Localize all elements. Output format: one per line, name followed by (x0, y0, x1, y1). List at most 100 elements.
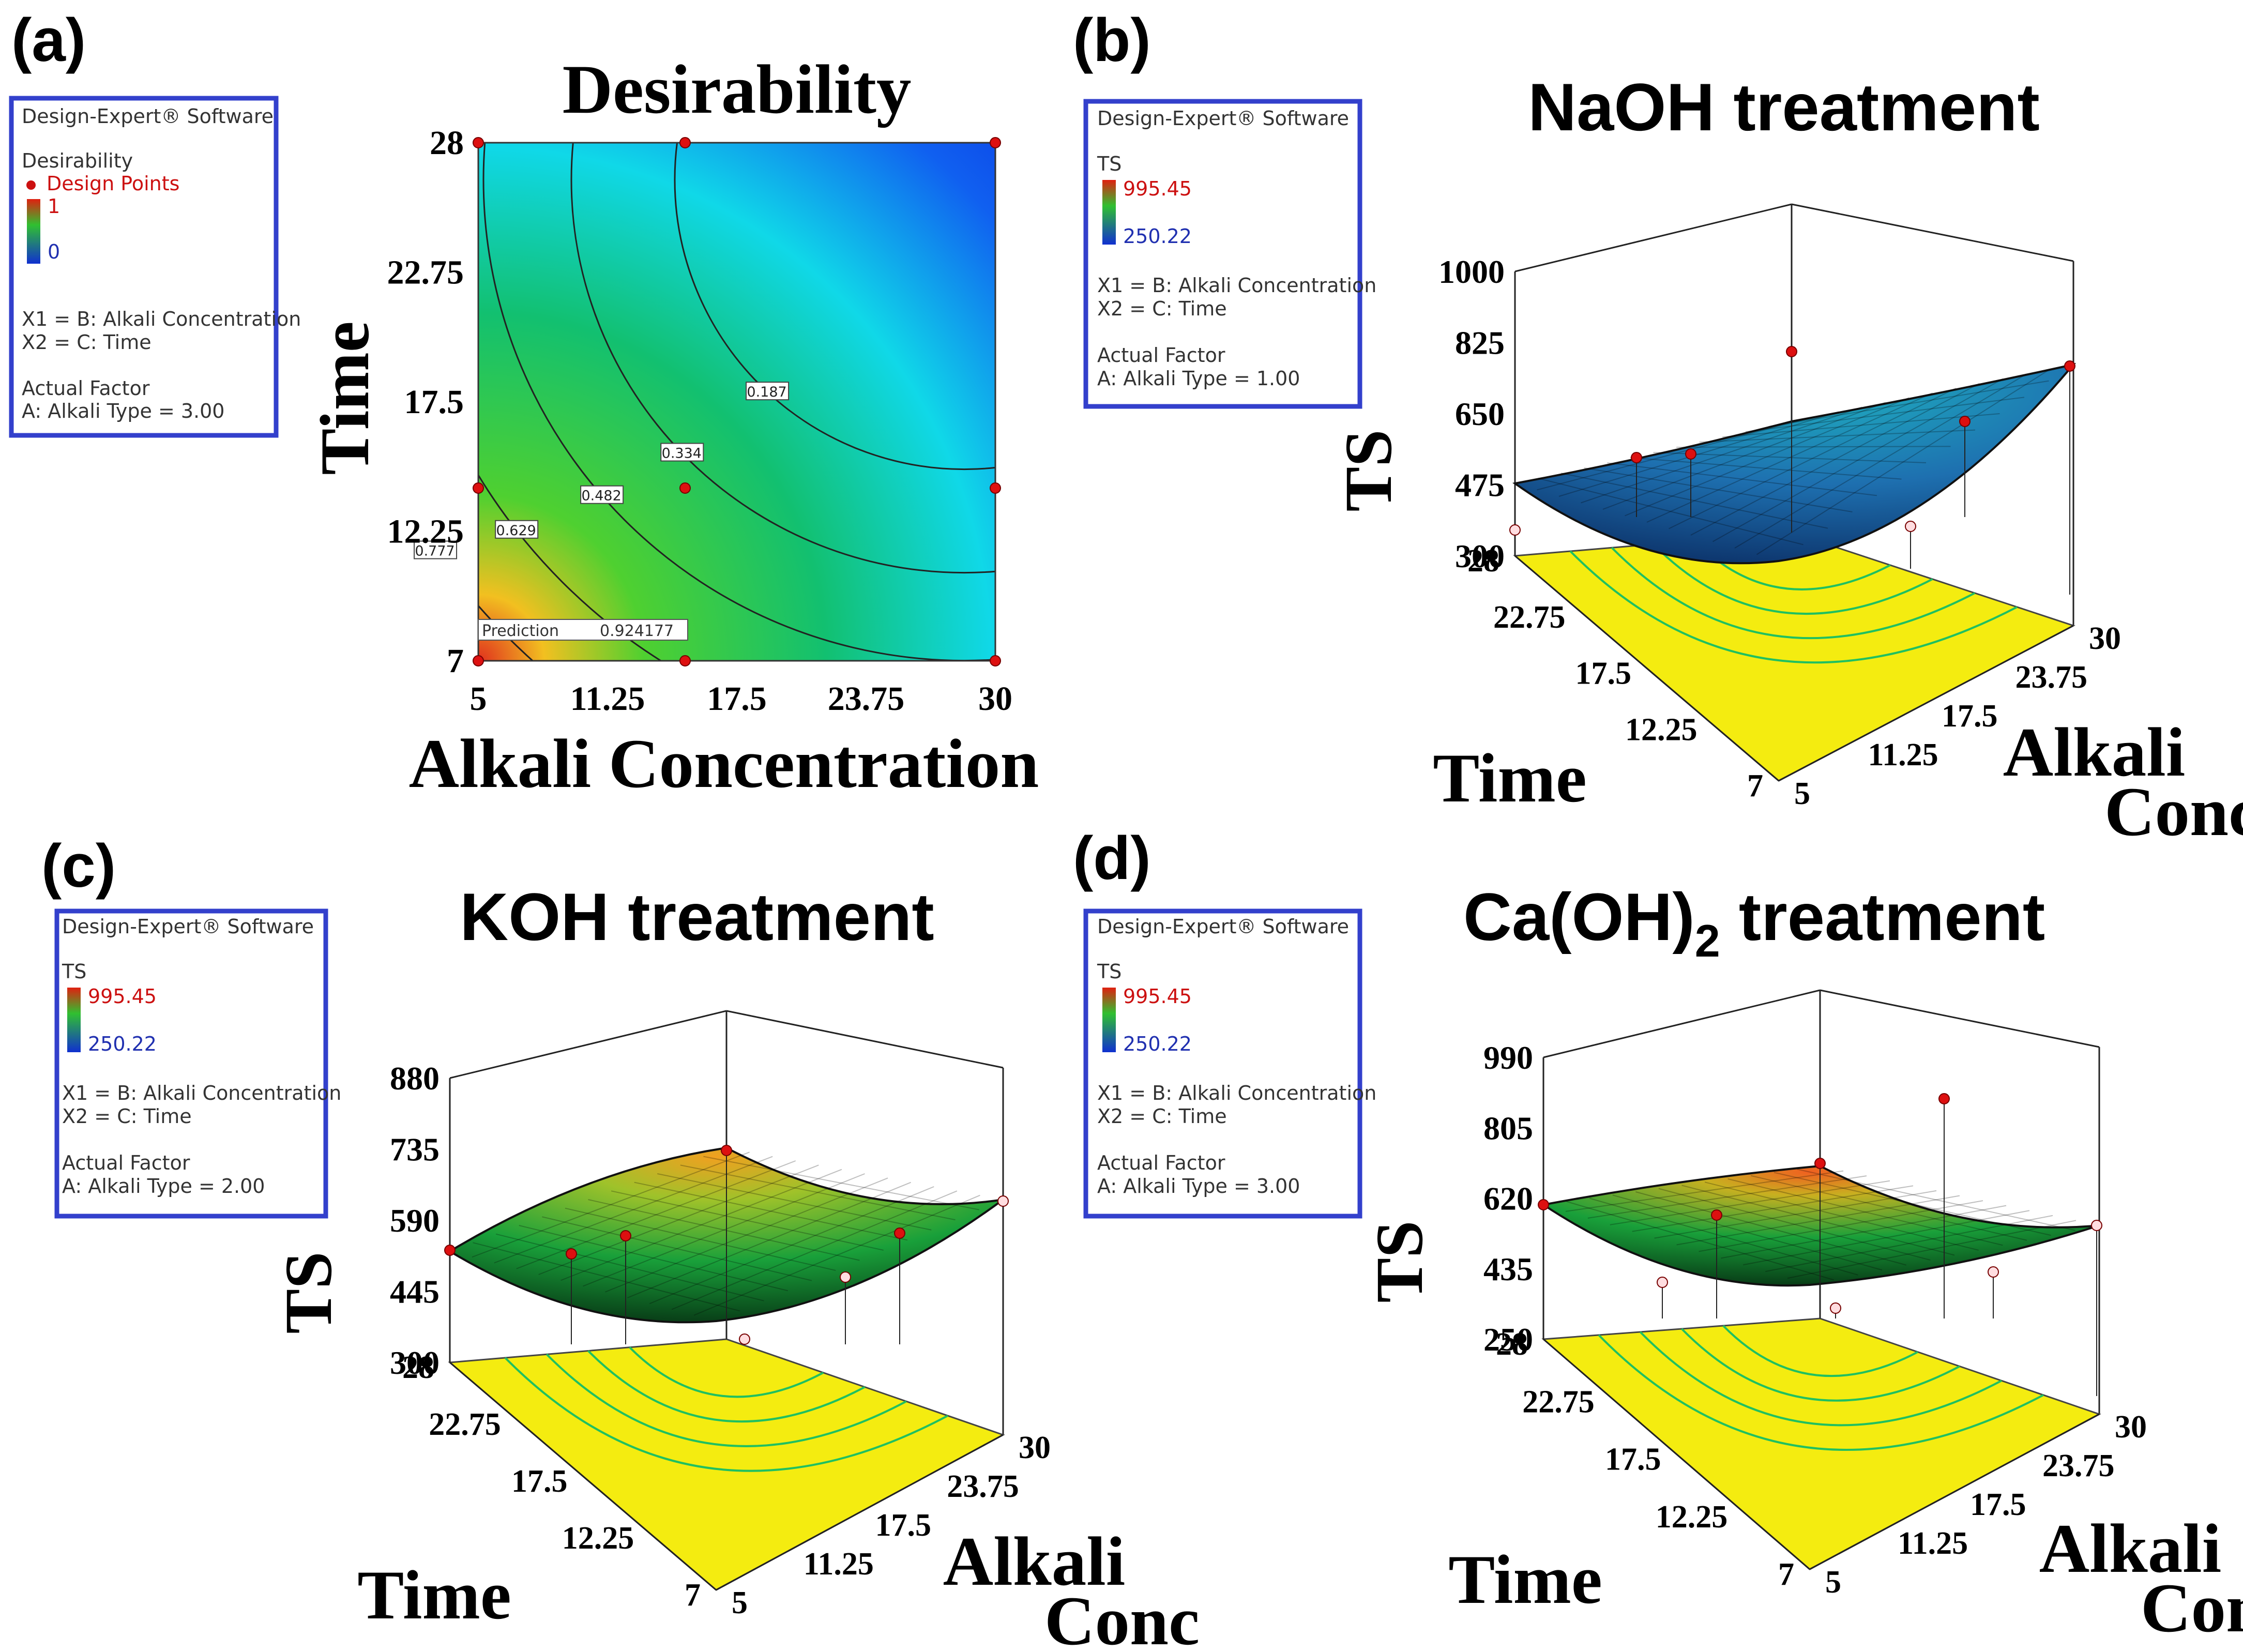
design-point (739, 1333, 750, 1345)
legend-response: TS (1097, 960, 1122, 983)
time-axis-label: Time (1448, 1541, 1602, 1618)
chart-c-title: KOH treatment (460, 879, 934, 954)
surface-plot-d: 250 435 620 805 990 TS 28 22.75 17.5 12.25 7 5 11.25… (1362, 989, 2243, 1647)
time-tick-label: 12.25 (1625, 712, 1698, 747)
legend-actual-factor-label: Actual Factor (1097, 1151, 1225, 1174)
design-point (679, 482, 691, 494)
x-tick-label: 30 (978, 680, 1012, 718)
design-point (679, 655, 691, 666)
legend-box-c: Design-Expert® Software TS 995.45 250.22… (54, 908, 341, 1219)
design-point (444, 1245, 456, 1256)
conc-tick-label: 23.75 (947, 1469, 1019, 1504)
response-surface (1512, 362, 2077, 565)
design-point (473, 482, 484, 494)
design-points (473, 137, 1001, 666)
x-tick-label: 11.25 (570, 680, 645, 718)
legend-x1: X1 = B: Alkali Concentration (1097, 1082, 1376, 1104)
svg-text:0.482: 0.482 (581, 488, 621, 504)
svg-text:0.187: 0.187 (747, 384, 786, 400)
design-point (990, 655, 1001, 666)
legend-response: TS (62, 960, 86, 983)
conc-axis-label-1: Alkali (943, 1523, 1126, 1600)
contour-line (674, 143, 995, 470)
time-tick-label: 7 (1778, 1557, 1794, 1592)
time-tick-label: 17.5 (1575, 656, 1632, 691)
floor-contour (629, 1346, 824, 1398)
chart-a-ylabel: Time (307, 321, 384, 475)
floor-contour (1653, 543, 1933, 615)
time-tick-label: 28 (402, 1350, 434, 1385)
time-tick-label: 28 (1467, 543, 1499, 579)
legend-high: 995.45 (88, 985, 157, 1008)
panel-b: (b) Design-Expert® Software TS 995.45 25… (1073, 6, 2243, 851)
chart-a-xlabel: Alkali Concentration (409, 725, 1039, 802)
legend-actual-factor-label: Actual Factor (1097, 344, 1225, 367)
conc-axis-label-1: Alkali (2003, 714, 2186, 791)
legend-software: Design-Expert® Software (62, 915, 314, 938)
conc-tick-label: 17.5 (1970, 1487, 2026, 1522)
legend-x2: X2 = C: Time (1097, 297, 1227, 320)
design-point (2091, 1220, 2102, 1231)
design-point (1938, 1093, 1950, 1104)
floor-contour (504, 1357, 948, 1472)
contour-label: 0.482 (580, 485, 624, 504)
panel-c-label: (c) (41, 832, 116, 900)
legend-low: 250.22 (1123, 225, 1192, 248)
legend-actual-factor: A: Alkali Type = 1.00 (1097, 367, 1300, 390)
chart-a-title: Desirability (563, 51, 912, 128)
z-axis-label: TS (1362, 1220, 1437, 1302)
time-axis-label: Time (357, 1557, 511, 1634)
design-point (1988, 1266, 1999, 1278)
z-tick-label: 590 (390, 1202, 439, 1239)
contour-label: 0.187 (746, 382, 790, 401)
surface-plot-c: 300 445 590 735 880 TS 28 22.75 17.5 12.25 7 5 11.25… (271, 1010, 1200, 1652)
y-tick-label: 12.25 (387, 513, 464, 551)
floor-contour (587, 1350, 866, 1423)
floor-contour (545, 1353, 907, 1447)
design-point (620, 1230, 631, 1241)
conc-tick-label: 11.25 (1868, 737, 1938, 772)
legend-box-d: Design-Expert® Software TS 995.45 250.22… (1083, 908, 1376, 1219)
time-tick-label: 7 (685, 1578, 701, 1613)
design-point (894, 1227, 905, 1239)
conc-tick-label: 5 (1794, 776, 1810, 811)
conc-axis-label-2: Conc (1044, 1583, 1200, 1652)
legend-box-a: Design-Expert® Software Desirability Des… (9, 96, 301, 438)
y-tick-label: 17.5 (404, 383, 464, 421)
time-tick-label: 12.25 (1656, 1499, 1728, 1535)
design-point (721, 1145, 732, 1156)
z-tick-label: 1000 (1438, 253, 1505, 290)
conc-axis-label-2: Conc (2141, 1570, 2243, 1647)
legend-x2: X2 = C: Time (62, 1105, 192, 1128)
conc-tick-label: 30 (2115, 1409, 2147, 1445)
heatmap-area: 0.777 0.629 0.482 0.334 0.187 Prediction 0.9… (414, 137, 1001, 666)
z-axis-label: TS (271, 1251, 346, 1333)
time-tick-label: 22.75 (1522, 1384, 1595, 1419)
z-tick-label: 300 (390, 1344, 439, 1381)
z-tick-label: 825 (1455, 325, 1505, 361)
legend-high: 995.45 (1123, 985, 1192, 1008)
design-point (1814, 1158, 1826, 1169)
legend-color-scale (1102, 988, 1116, 1052)
design-point (1538, 1199, 1549, 1210)
panel-d-label: (d) (1073, 824, 1151, 892)
floor-contour (1681, 1328, 1960, 1402)
contour-label: 0.334 (660, 443, 704, 462)
design-point (473, 137, 484, 148)
legend-actual-factor: A: Alkali Type = 3.00 (1097, 1175, 1300, 1198)
panel-a: (a) Design-Expert® Software Desirability… (9, 6, 1039, 802)
legend-color-scale (1102, 180, 1116, 245)
conc-tick-label: 30 (1019, 1430, 1051, 1465)
z-tick-label: 300 (1455, 538, 1505, 574)
design-point (2064, 360, 2075, 372)
design-point (1830, 1302, 1841, 1314)
legend-low: 0 (48, 240, 60, 263)
prediction-value: 0.924177 (600, 622, 674, 640)
conc-axis-label-2: Conc (2104, 774, 2243, 851)
legend-box-b: Design-Expert® Software TS 995.45 250.22… (1083, 99, 1376, 409)
design-point (997, 1195, 1009, 1207)
time-tick-label: 12.25 (562, 1521, 634, 1556)
x-tick-label: 5 (470, 680, 487, 718)
design-point (1657, 1277, 1668, 1288)
